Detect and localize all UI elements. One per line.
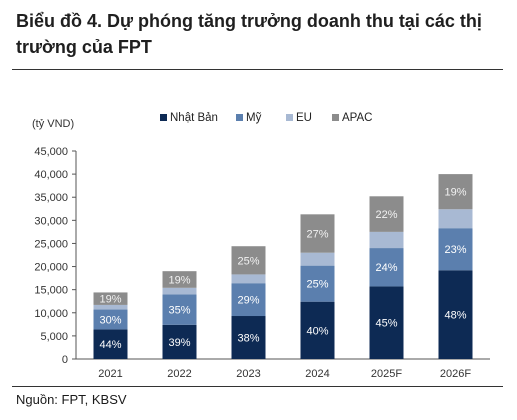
bar-segment-eu <box>300 252 335 266</box>
data-label: 45% <box>375 318 397 330</box>
bar-segment-nhật-bản <box>438 270 473 359</box>
bar-segment-mỹ <box>300 265 335 302</box>
bar-segment-nhật-bản <box>162 324 197 359</box>
x-tick-label: 2024 <box>305 368 329 380</box>
bar-segment-nhật-bản <box>93 329 128 359</box>
bar-segment-nhật-bản <box>369 286 404 359</box>
legend-label-1: Mỹ <box>246 112 262 124</box>
data-label: 44% <box>99 339 121 351</box>
data-label: 40% <box>306 325 328 337</box>
bar-segment-nhật-bản <box>231 316 266 359</box>
data-label: 23% <box>444 244 466 256</box>
data-label: 27% <box>306 229 328 241</box>
data-label: 19% <box>444 187 466 199</box>
y-tick-label: 10,000 <box>34 308 68 320</box>
legend-label-2: EU <box>296 112 312 124</box>
bar-segment-mỹ <box>369 248 404 287</box>
legend-swatch-0 <box>160 114 167 121</box>
y-tick-label: 30,000 <box>34 215 68 227</box>
bar-segment-eu <box>369 231 404 249</box>
data-label: 24% <box>375 262 397 274</box>
bar-segment-apac <box>162 271 197 288</box>
legend-label-0: Nhật Bản <box>170 112 218 124</box>
bar-segment-mỹ <box>438 228 473 271</box>
y-tick-label: 25,000 <box>34 238 68 250</box>
title-divider <box>12 69 503 70</box>
legend-swatch-2 <box>286 114 293 121</box>
bar-segment-apac <box>438 174 473 210</box>
x-tick-label: 2022 <box>167 368 191 380</box>
y-tick-label: 5,000 <box>40 331 68 343</box>
bar-segment-nhật-bản <box>300 301 335 359</box>
y-tick-label: 35,000 <box>34 192 68 204</box>
x-tick-label: 2025F <box>371 368 402 380</box>
stacked-bar-chart: (tỷ VND) Nhật Bản Mỹ EU APAC 0 5,000 10,000 15,0… <box>32 112 490 380</box>
data-label: 25% <box>306 279 328 291</box>
data-label: 29% <box>237 295 259 307</box>
y-tick-label: 0 <box>62 354 68 366</box>
bar-segment-mỹ <box>93 309 128 330</box>
data-label: 30% <box>99 314 121 326</box>
x-tick-label: 2023 <box>236 368 260 380</box>
bar-segment-apac <box>300 214 335 253</box>
bar-segment-apac <box>369 196 404 232</box>
bar-segment-apac <box>231 246 266 275</box>
bar-segment-eu <box>162 287 197 295</box>
bar-segment-eu <box>231 274 266 284</box>
bar-segment-apac <box>93 292 128 305</box>
source-note: Nguồn: FPT, KBSV <box>16 392 127 407</box>
y-tick-label: 15,000 <box>34 285 68 297</box>
data-label: 22% <box>375 209 397 221</box>
data-label: 35% <box>168 305 190 317</box>
data-label: 19% <box>99 294 121 306</box>
data-label: 38% <box>237 333 259 345</box>
y-unit-label: (tỷ VND) <box>32 118 74 130</box>
bar-segment-mỹ <box>162 294 197 325</box>
chart-title: Biểu đồ 4. Dự phóng tăng trưởng doanh th… <box>16 11 482 57</box>
x-tick-label: 2021 <box>98 368 122 380</box>
y-tick-label: 40,000 <box>34 169 68 181</box>
data-label: 48% <box>444 310 466 322</box>
bar-segment-mỹ <box>231 283 266 317</box>
y-tick-label: 20,000 <box>34 262 68 274</box>
data-label: 25% <box>237 255 259 267</box>
data-label: 19% <box>168 274 190 286</box>
bar-segment-eu <box>93 304 128 310</box>
legend-swatch-1 <box>236 114 243 121</box>
legend-swatch-3 <box>332 114 339 121</box>
y-tick-label: 45,000 <box>34 146 68 158</box>
legend-label-3: APAC <box>342 112 372 124</box>
footer-divider <box>12 386 503 387</box>
x-tick-label: 2026F <box>440 368 471 380</box>
data-label: 39% <box>168 337 190 349</box>
bar-segment-eu <box>438 209 473 229</box>
